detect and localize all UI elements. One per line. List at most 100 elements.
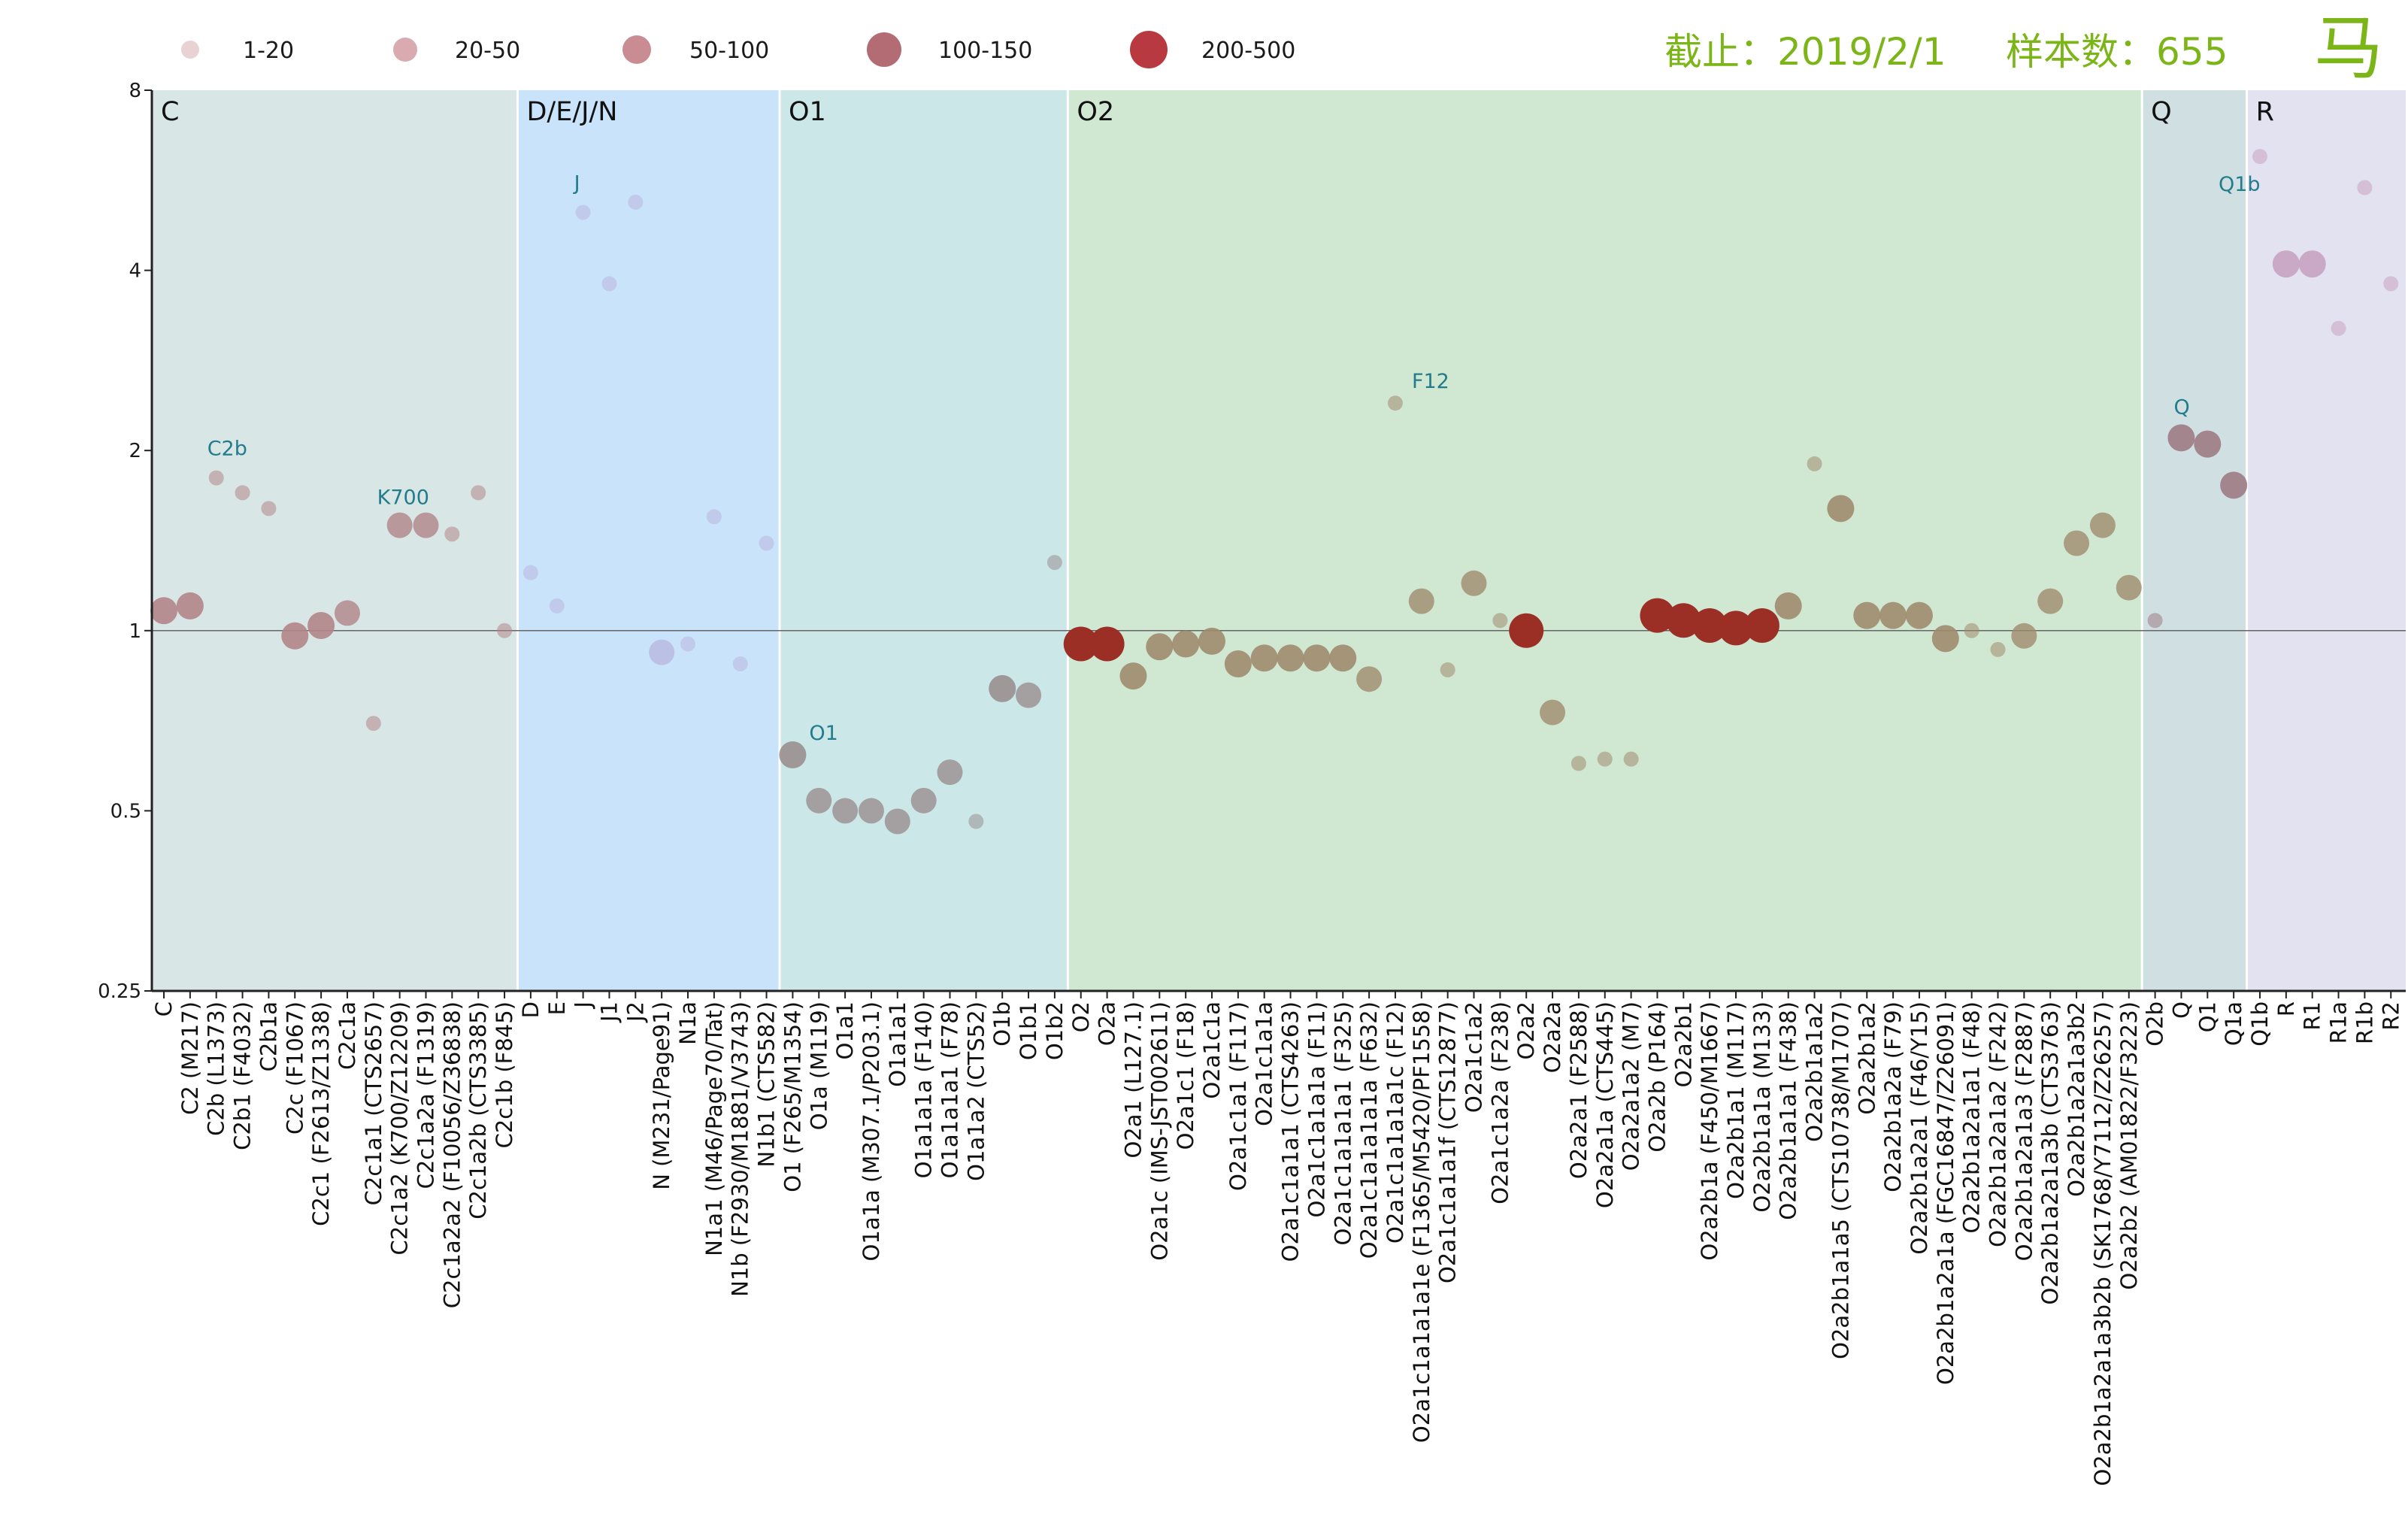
x-tick-label-59: O2a2b1a (F450/M1667) <box>1697 1001 1722 1261</box>
x-tick-label-66: O2a2b1a2a (F79) <box>1880 1001 1906 1192</box>
x-tick-label-27: O1a1a (M307.1/P203.1) <box>859 1001 884 1261</box>
x-tick-label-55: O2a2a1a (CTS445) <box>1592 1001 1618 1208</box>
data-point-14 <box>522 565 538 580</box>
y-tick-label-3: 2 <box>129 440 141 462</box>
x-tick-label-36: O2a <box>1095 1001 1120 1046</box>
data-point-76 <box>2147 613 2163 629</box>
x-tick-label-13: C2c1b (F845) <box>492 1001 517 1148</box>
annotation-5: Q <box>2173 395 2189 419</box>
data-point-3 <box>235 485 250 501</box>
data-point-70 <box>1990 641 2006 657</box>
data-point-72 <box>2037 588 2064 614</box>
data-point-38 <box>1146 633 1174 661</box>
x-tick-label-32: O1b <box>989 1001 1015 1047</box>
data-point-20 <box>680 636 695 652</box>
data-point-65 <box>1853 601 1881 629</box>
x-tick-label-65: O2a2b1a2 <box>1854 1001 1879 1115</box>
data-point-52 <box>1509 613 1544 648</box>
data-point-27 <box>858 798 884 824</box>
x-tick-label-48: O2a1c1a1a1a1e (F1365/M5420/PF1558) <box>1409 1001 1434 1443</box>
data-point-56 <box>1623 751 1639 767</box>
data-point-44 <box>1303 644 1331 672</box>
x-tick-label-70: O2a2b1a2a1a2 (F242) <box>1985 1001 2011 1247</box>
legend-swatch-0 <box>181 41 199 59</box>
x-tick-label-61: O2a2b1a1a (M133) <box>1749 1001 1775 1213</box>
data-point-62 <box>1774 592 1802 620</box>
x-tick-label-79: Q1a <box>2221 1001 2246 1046</box>
x-tick-label-7: C2c1a <box>335 1001 360 1070</box>
x-tick-label-58: O2a2b1 <box>1670 1001 1696 1087</box>
data-point-10 <box>413 512 439 538</box>
x-tick-label-40: O2a1c1a <box>1199 1001 1225 1099</box>
data-point-15 <box>549 598 565 614</box>
data-point-33 <box>1016 682 1042 708</box>
data-point-26 <box>832 798 859 824</box>
data-point-31 <box>968 813 984 829</box>
legend-swatch-3 <box>867 32 901 67</box>
x-tick-label-17: J1 <box>596 1001 622 1023</box>
data-point-21 <box>706 509 722 525</box>
data-point-1 <box>176 592 204 620</box>
data-point-25 <box>806 787 832 813</box>
x-tick-label-0: C <box>151 1001 177 1016</box>
x-tick-label-3: C2b1 (F4032) <box>230 1001 256 1150</box>
x-tick-label-38: O2a1c (IMS-JST002611) <box>1146 1001 1172 1261</box>
category-labels: C C2 (M217) C2b (L1373) C2b1 (F4032) C2b1a C2… <box>151 991 2403 1486</box>
data-point-2 <box>208 470 224 486</box>
x-tick-label-2: C2b (L1373) <box>204 1001 229 1136</box>
data-point-78 <box>2194 430 2222 458</box>
data-point-51 <box>1492 613 1508 629</box>
data-point-68 <box>1931 625 1959 653</box>
data-point-22 <box>732 656 748 671</box>
y-tick-label-2: 1 <box>129 620 141 643</box>
annotation-6: Q1b <box>2219 173 2261 196</box>
x-tick-label-6: C2c1 (F2613/Z1338) <box>308 1001 334 1226</box>
size-legend: 1-20 20-50 50-100 100-150 200-500 <box>181 31 1295 68</box>
y-tick-label-1: 0.5 <box>111 800 141 823</box>
data-point-82 <box>2298 250 2326 278</box>
data-point-85 <box>2383 276 2399 292</box>
x-tick-label-49: O2a1c1a1a1f (CTS12877) <box>1435 1001 1461 1283</box>
x-tick-label-57: O2a2b (P164) <box>1644 1001 1670 1153</box>
x-tick-label-54: O2a2a1 (F2588) <box>1566 1001 1592 1179</box>
data-point-75 <box>2116 574 2142 601</box>
data-point-54 <box>1571 756 1586 771</box>
data-point-39 <box>1172 630 1200 658</box>
x-tick-label-15: E <box>544 1001 570 1015</box>
data-point-17 <box>601 276 617 292</box>
data-point-73 <box>2064 530 2090 556</box>
x-tick-label-75: O2a2b2 (AM01822/F3223) <box>2116 1001 2142 1290</box>
group-label-3: O2 <box>1077 97 1114 127</box>
y-tick-label-0: 0.25 <box>98 980 141 1003</box>
data-point-49 <box>1440 662 1455 677</box>
x-tick-label-29: O1a1a1a (F140) <box>911 1001 937 1178</box>
data-point-35 <box>1063 626 1098 662</box>
haplogroup-symbol: 马 <box>2314 8 2383 89</box>
data-point-30 <box>937 759 963 786</box>
data-points <box>150 149 2399 835</box>
x-tick-label-10: C2c1a2a (F1319) <box>413 1001 439 1189</box>
legend-label-3: 100-150 <box>938 38 1032 64</box>
data-point-81 <box>2272 250 2300 278</box>
data-point-23 <box>759 535 774 551</box>
data-point-83 <box>2331 320 2346 336</box>
x-tick-label-44: O2a1c1a1a1a (F11) <box>1304 1001 1329 1218</box>
data-point-84 <box>2357 180 2373 195</box>
x-tick-label-64: O2a2b1a1a5 (CTS10738/M1707) <box>1828 1001 1853 1359</box>
group-label-4: Q <box>2151 97 2172 127</box>
axes: 0.25 0.5 1 2 4 8 <box>98 80 2406 1003</box>
x-tick-label-30: O1a1a1a1 (F78) <box>937 1001 963 1178</box>
x-tick-label-20: N1a <box>675 1001 701 1045</box>
data-point-11 <box>444 526 460 542</box>
x-tick-label-62: O2a2b1a1a1 (F438) <box>1776 1001 1801 1220</box>
x-tick-label-74: O2a2b1a2a1a3b2b (SK1768/Y7112/Z26257) <box>2090 1001 2116 1486</box>
point-annotations: C2b K700 J O1 F12 Q Q1b <box>207 171 2261 745</box>
data-point-18 <box>628 194 644 210</box>
data-point-66 <box>1879 601 1907 629</box>
x-tick-label-5: C2c (F1067) <box>282 1001 307 1135</box>
data-point-58 <box>1666 603 1701 638</box>
annotation-3: O1 <box>809 722 837 745</box>
legend-label-0: 1-20 <box>243 38 294 64</box>
x-tick-label-9: C2c1a2 (K700/Z12209) <box>387 1001 413 1255</box>
data-point-9 <box>386 512 413 538</box>
